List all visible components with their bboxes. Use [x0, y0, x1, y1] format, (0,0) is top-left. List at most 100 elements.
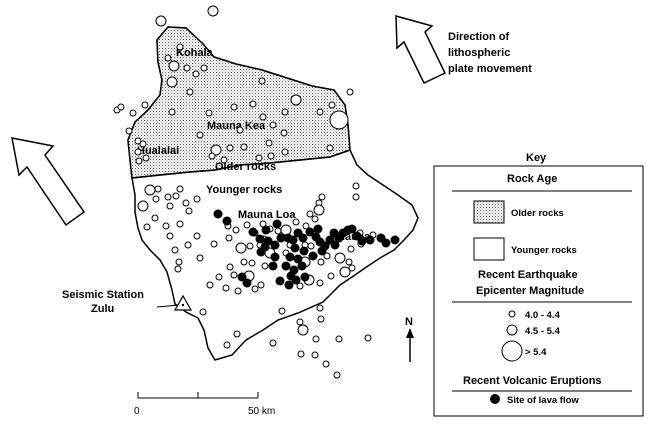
epicenter-marker: [141, 101, 149, 109]
epicenter-marker: [225, 234, 233, 242]
seismic-station-leader: [156, 304, 181, 308]
lava-flow-marker: [298, 233, 308, 243]
label-mauna-loa: Mauna Loa: [238, 209, 296, 221]
epicenter-marker: [155, 15, 167, 27]
epicenter-marker: [207, 5, 219, 17]
epicenter-marker: [261, 262, 269, 270]
epicenter-marker: [236, 126, 244, 134]
lava-flow-marker: [281, 261, 291, 271]
label-seismic-station-zulu: Zulu: [91, 303, 114, 315]
epicenter-marker: [164, 193, 172, 201]
epicenter-marker: [296, 318, 304, 326]
epicenter-marker: [290, 94, 302, 106]
epicenter-marker: [125, 127, 133, 135]
rock-age-boundary: [131, 149, 351, 179]
lava-flow-marker: [308, 251, 318, 261]
north-arrow-icon: [406, 328, 414, 338]
lava-flow-marker: [285, 252, 295, 262]
epicenter-marker: [164, 54, 172, 62]
epicenter-marker: [184, 241, 192, 249]
epicenter-marker: [249, 100, 257, 108]
lava-flow-marker: [268, 261, 278, 271]
label-younger-rocks: Younger rocks: [206, 184, 282, 196]
lava-flow-marker: [288, 235, 298, 245]
lava-flow-marker: [390, 235, 400, 245]
key-mag-large-label: > 5.4: [525, 347, 547, 358]
epicenter-marker: [186, 88, 194, 96]
lava-flow-marker: [381, 238, 391, 248]
epicenter-marker: [117, 103, 125, 111]
epicenter-marker: [230, 103, 238, 111]
epicenter-marker: [208, 152, 216, 160]
epicenter-marker: [316, 279, 324, 287]
epicenter-marker: [232, 226, 240, 234]
key-mag-small-symbol: [508, 310, 516, 318]
epicenter-marker: [166, 232, 174, 240]
epicenter-marker: [139, 140, 147, 148]
label-older-rocks: Older rocks: [215, 161, 276, 173]
lava-flow-marker: [299, 246, 309, 256]
lava-flow-marker: [347, 224, 357, 234]
epicenter-marker: [210, 240, 218, 248]
epicenter-marker: [296, 282, 304, 290]
lava-flow-marker: [255, 234, 265, 244]
epicenter-marker: [323, 252, 331, 260]
key-younger-rocks-label: Younger rocks: [511, 245, 577, 256]
epicenter-marker: [175, 258, 183, 266]
epicenter-marker: [168, 108, 176, 116]
epicenter-marker: [280, 129, 288, 137]
epicenter-marker: [206, 281, 214, 289]
epicenter-marker: [210, 144, 222, 156]
key-mag-medium-label: 4.5 - 5.4: [525, 326, 561, 337]
epicenter-marker: [348, 264, 356, 272]
epicenter-marker: [226, 144, 234, 152]
epicenter-marker: [205, 109, 213, 117]
epicenter-marker: [311, 351, 319, 359]
epicenter-marker: [312, 335, 320, 343]
epicenter-marker: [144, 184, 156, 196]
epicenter-marker: [278, 307, 286, 315]
epicenter-marker: [243, 221, 251, 229]
epicenter-marker: [137, 200, 149, 212]
epicenter-marker: [230, 271, 238, 279]
epicenter-marker: [171, 246, 179, 254]
direction-line3: plate movement: [448, 63, 532, 75]
epicenter-marker: [311, 215, 319, 223]
key-eq-title-2: Epicenter Magnitude: [476, 285, 584, 297]
epicenter-marker: [142, 154, 150, 162]
key-volcanic-title: Recent Volcanic Eruptions: [463, 375, 602, 387]
epicenter-marker: [352, 182, 360, 190]
epicenter-marker: [248, 259, 256, 267]
key-mag-medium-symbol: [506, 324, 518, 336]
epicenter-marker: [327, 272, 335, 280]
epicenter-marker: [183, 64, 191, 72]
epicenter-marker: [317, 315, 325, 323]
epicenter-marker: [135, 157, 143, 165]
epicenter-marker: [233, 330, 241, 338]
label-mauna-kea: Mauna Kea: [207, 120, 266, 132]
epicenter-marker: [328, 101, 336, 109]
epicenter-marker: [297, 324, 309, 336]
lava-flow-marker: [290, 243, 300, 253]
scale-label-start: 0: [134, 406, 140, 417]
key-lava-flow-symbol: [490, 394, 500, 404]
epicenter-marker: [255, 154, 263, 162]
lava-flow-marker: [313, 224, 323, 234]
epicenter-marker: [265, 139, 273, 147]
epicenter-marker: [200, 64, 208, 72]
epicenter-marker: [174, 265, 182, 273]
epicenter-marker: [240, 258, 248, 266]
lava-flow-marker: [293, 254, 303, 264]
epicenter-marker: [316, 304, 324, 312]
epicenter-marker: [199, 308, 207, 316]
lava-flow-marker: [365, 235, 375, 245]
lava-flow-marker: [275, 276, 285, 286]
lava-flow-marker: [297, 261, 307, 271]
epicenter-marker: [269, 339, 277, 347]
lava-flow-marker: [300, 272, 310, 282]
epicenter-marker: [334, 252, 346, 264]
key-mag-large-symbol: [501, 340, 523, 362]
key-mag-small-label: 4.0 - 4.4: [525, 310, 561, 321]
lava-flow-marker: [248, 227, 258, 237]
lava-flow-marker: [329, 228, 339, 238]
